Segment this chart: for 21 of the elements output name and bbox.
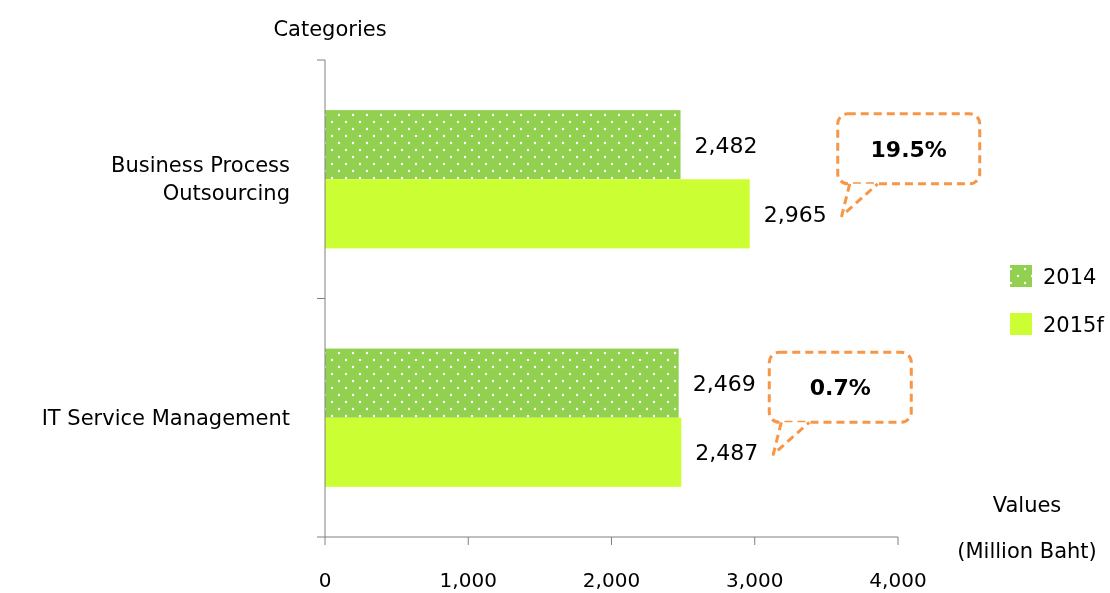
y-axis-title: Categories (273, 17, 387, 41)
legend-label: 2015f (1043, 313, 1105, 337)
data-label: 2,469 (692, 371, 756, 397)
legend-label: 2014 (1043, 265, 1097, 289)
bar (325, 348, 679, 418)
x-tick-label: 0 (318, 568, 332, 592)
x-tick-label: 4,000 (869, 568, 927, 592)
data-label: 2,487 (695, 440, 759, 466)
x-tick-label: 3,000 (726, 568, 784, 592)
x-tick-label: 1,000 (439, 568, 497, 592)
bar (325, 110, 681, 180)
x-axis-title: Values (Million Baht) (957, 493, 1097, 563)
annotation: 0.7% (809, 375, 871, 401)
data-label: 2,965 (763, 201, 827, 227)
bar (325, 417, 682, 487)
x-tick-label: 2,000 (582, 568, 641, 592)
y-tick-label: IT Service Management (41, 405, 290, 430)
data-label: 2,482 (694, 132, 758, 158)
y-tick-label: Business Process Outsourcing (111, 153, 290, 206)
bar (325, 179, 750, 249)
annotation: 19.5% (870, 136, 947, 162)
